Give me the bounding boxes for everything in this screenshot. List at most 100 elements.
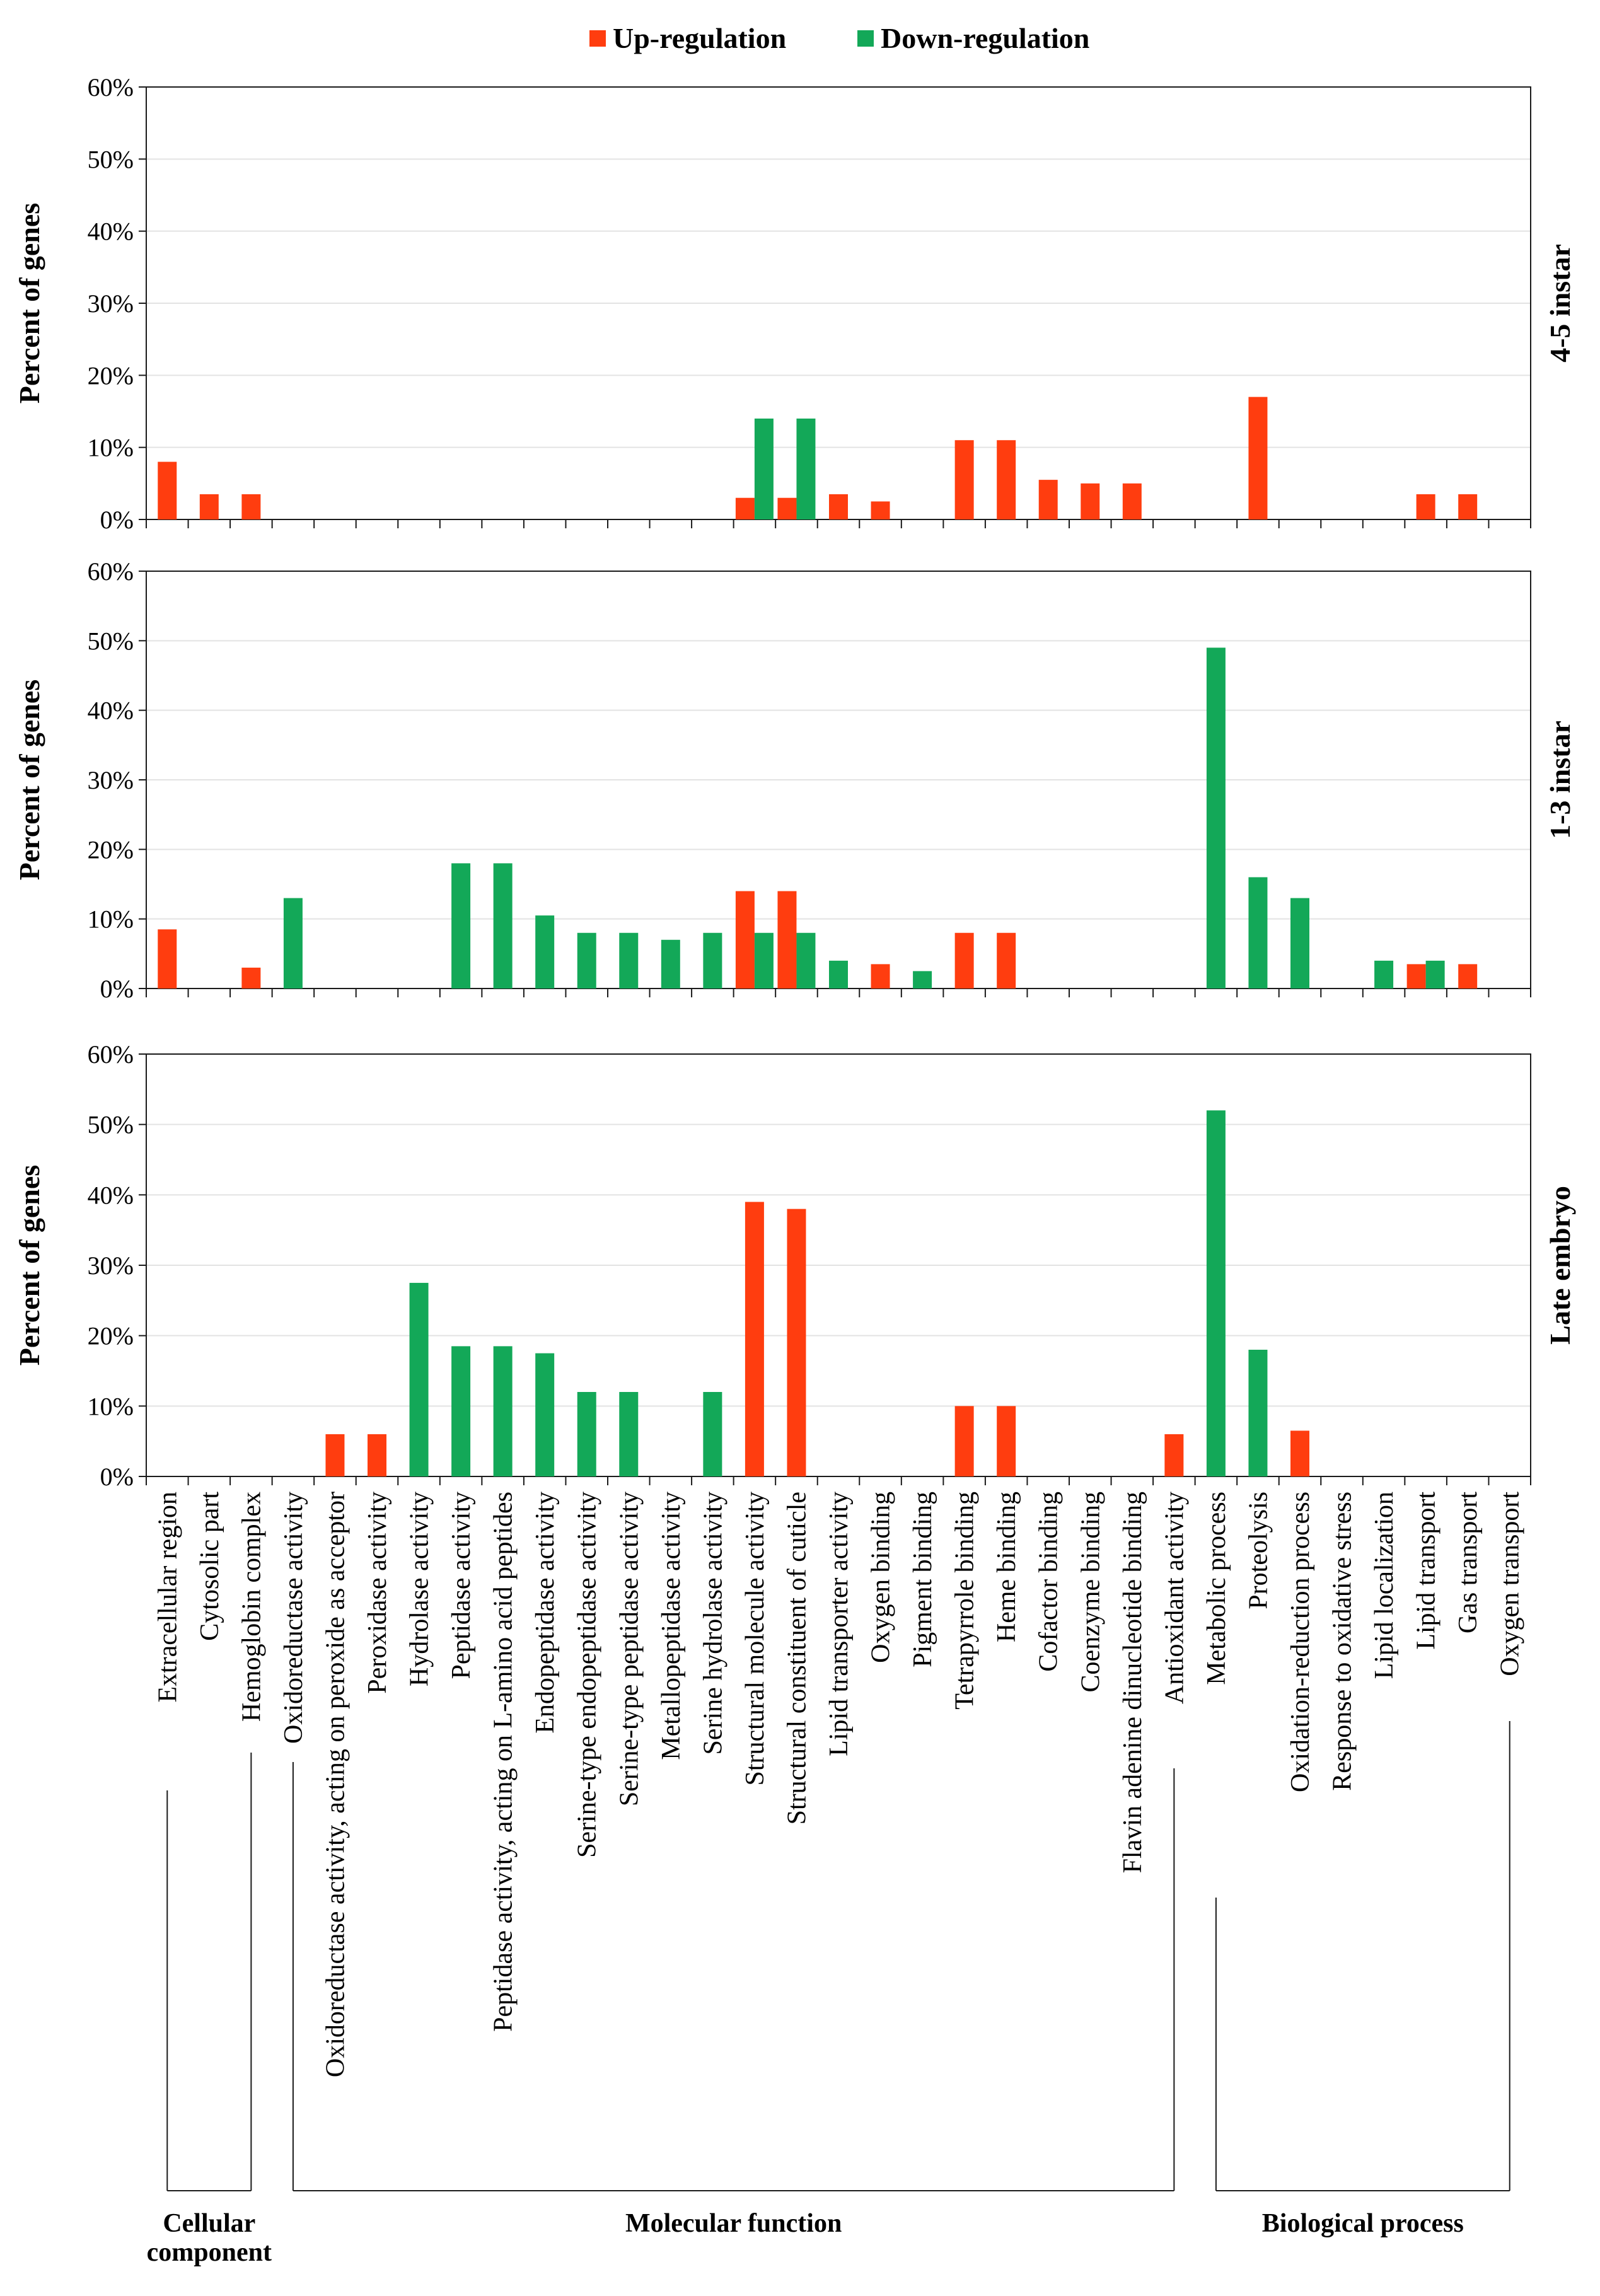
category-label: Extracellular region (153, 1492, 182, 1703)
bar-up (954, 932, 974, 989)
category-label: Serine hydrolase activity (699, 1492, 728, 1755)
bar-up (871, 501, 890, 519)
y-tick-label: 40% (88, 217, 134, 246)
category-label: Oxygen binding (867, 1492, 896, 1663)
category-label: Lipid transport (1412, 1492, 1441, 1650)
panel-title: 1-3 instar (1544, 721, 1576, 839)
category-label: Pigment binding (908, 1492, 937, 1667)
category-label: Response to oxidative stress (1328, 1492, 1357, 1791)
category-label: Hydrolase activity (405, 1492, 434, 1686)
group-label: component (147, 2238, 272, 2267)
panel-0: 0% 10% 20% 30% 40% 50% 60% Percent of genes 4-5 … (13, 73, 1576, 534)
y-tick-label: 20% (88, 361, 134, 390)
bar-down (535, 1353, 555, 1476)
legend-down-swatch (857, 30, 874, 47)
category-label: Cytosolic part (195, 1492, 224, 1641)
bar-up (871, 964, 890, 989)
y-tick-label: 20% (88, 1322, 134, 1350)
y-tick-label: 30% (88, 1251, 134, 1280)
y-tick-label: 30% (88, 289, 134, 318)
bar-up (1122, 483, 1142, 519)
y-tick-label: 10% (88, 434, 134, 462)
y-tick-label: 50% (88, 627, 134, 655)
legend-down-label: Down-regulation (881, 22, 1089, 54)
bar-down (661, 939, 680, 989)
bar-down (913, 971, 932, 989)
bar-up (1458, 494, 1478, 519)
y-axis-title: Percent of genes (13, 203, 45, 403)
bar-down (796, 932, 816, 989)
bar-up (158, 929, 177, 989)
group-label: Cellular (163, 2209, 255, 2238)
y-tick-label: 50% (88, 1111, 134, 1139)
category-label: Heme binding (992, 1492, 1021, 1642)
y-tick-label: 60% (88, 1040, 134, 1069)
bar-up (777, 891, 797, 989)
category-label: Lipid localization (1370, 1492, 1399, 1679)
bar-up (954, 1406, 974, 1476)
bar-up (158, 461, 177, 519)
bar-up (829, 494, 848, 519)
y-tick-label: 20% (88, 835, 134, 864)
bar-up (199, 494, 219, 519)
bar-down (796, 418, 816, 519)
y-tick-label: 60% (88, 557, 134, 586)
bar-down (409, 1282, 429, 1476)
category-label: Serine-type peptidase activity (615, 1492, 644, 1806)
category-label: Metallopeptidase activity (657, 1492, 686, 1760)
bar-down (493, 1346, 513, 1476)
category-label: Tetrapyrrole binding (951, 1492, 980, 1710)
category-label: Cofactor binding (1035, 1492, 1064, 1672)
panel-title: Late embryo (1544, 1186, 1576, 1345)
plot-frame (146, 1053, 1531, 1477)
bar-up (735, 497, 755, 519)
category-label: Oxidation-reduction process (1286, 1492, 1315, 1792)
bar-up (777, 497, 797, 519)
bar-up (325, 1434, 345, 1476)
bar-up (241, 494, 261, 519)
bar-up (1164, 1434, 1184, 1476)
bar-up (1038, 480, 1058, 519)
category-label: Coenzyme binding (1076, 1492, 1105, 1692)
y-tick-label: 30% (88, 766, 134, 794)
y-tick-label: 0% (100, 1463, 134, 1491)
x-category-labels: Extracellular region Cytosolic part Hemogl… (153, 1492, 1524, 2077)
bar-up (745, 1202, 764, 1476)
y-tick-label: 40% (88, 1181, 134, 1209)
y-tick-label: 10% (88, 905, 134, 934)
bar-down (1425, 960, 1445, 989)
bar-up (1416, 494, 1435, 519)
category-label: Hemoglobin complex (237, 1492, 266, 1722)
y-tick-label: 60% (88, 73, 134, 101)
bar-down (577, 1392, 596, 1476)
bar-up (241, 967, 261, 989)
bar-down (703, 932, 722, 989)
bar-up (1290, 1430, 1309, 1476)
bar-down (1374, 960, 1394, 989)
category-label: Peroxidase activity (363, 1492, 392, 1694)
legend-up-label: Up-regulation (613, 22, 786, 54)
group-label: Molecular function (625, 2209, 842, 2238)
legend: Up-regulation Down-regulation (589, 22, 1089, 54)
bar-down (535, 915, 555, 989)
legend-up-swatch (589, 30, 606, 47)
y-tick-label: 0% (100, 975, 134, 1003)
category-label: Structural molecule activity (741, 1492, 770, 1786)
bar-up (1406, 964, 1426, 989)
bar-down (619, 932, 639, 989)
bar-down (829, 960, 848, 989)
bar-down (1248, 877, 1268, 989)
category-label: Metabolic process (1202, 1492, 1231, 1685)
bar-down (619, 1392, 639, 1476)
bar-up (735, 891, 755, 989)
category-label: Antioxidant activity (1160, 1492, 1189, 1704)
bar-down (754, 418, 774, 519)
bar-down (703, 1392, 722, 1476)
bar-up (368, 1434, 386, 1476)
y-tick-label: 10% (88, 1392, 134, 1420)
panel-2: 0% 10% 20% 30% 40% 50% 60% Percent of genes Late… (13, 1040, 1576, 1491)
bar-up (997, 1406, 1016, 1476)
bar-up (1458, 964, 1478, 989)
